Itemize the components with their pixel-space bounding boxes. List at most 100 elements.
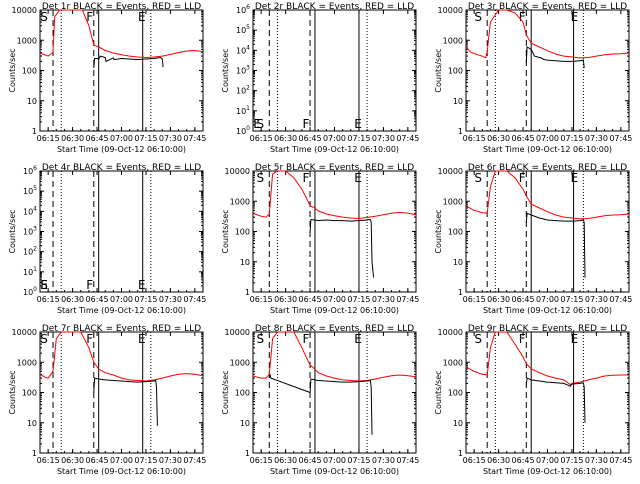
panel-3: Det 3r BLACK = Events, RED = LLD 1 10 100 10… <box>434 2 632 154</box>
x-tick-label: 06:45 <box>299 134 322 143</box>
x-tick-label: 06:15 <box>250 295 273 304</box>
x-tick-label: 06:15 <box>463 456 486 465</box>
marker-label: F <box>86 332 93 346</box>
series-events <box>93 377 158 426</box>
series-lld <box>465 331 629 386</box>
marker-label: E <box>138 278 146 292</box>
marker-label: F <box>519 10 526 24</box>
y-tick-label: 1 <box>458 127 463 136</box>
y-tick-label: 10000 <box>12 6 37 15</box>
x-tick-label: 07:15 <box>347 456 370 465</box>
y-tick-label: 100 <box>448 67 463 76</box>
marker-label: S <box>256 332 264 346</box>
x-tick-label: 06:45 <box>512 456 535 465</box>
y-tick-label: 1000 <box>17 358 37 367</box>
y-tick-label: 10000 <box>438 328 463 337</box>
x-tick-label: 07:15 <box>134 456 157 465</box>
series-lld <box>39 331 204 382</box>
x-tick-label: 07:30 <box>372 134 395 143</box>
x-tick-label: 07:00 <box>323 295 346 304</box>
x-tick-label: 06:45 <box>299 456 322 465</box>
marker-label: E <box>354 171 362 185</box>
x-tick-label: 07:00 <box>536 134 559 143</box>
y-tick-label: 1000 <box>443 197 463 206</box>
x-tick-label: 07:30 <box>372 295 395 304</box>
y-tick-label: 100 <box>235 228 250 237</box>
marker-label: S <box>474 171 482 185</box>
x-tick-label: 07:45 <box>183 295 206 304</box>
x-axis-label: Start Time (09-Oct-12 06:10:00) <box>483 145 612 154</box>
y-tick-label: 100 <box>448 389 463 398</box>
y-tick-label: 10 <box>27 97 37 106</box>
y-tick-label: 100 <box>448 228 463 237</box>
marker-label: E <box>354 117 362 131</box>
panel-2: Det 2r BLACK = Events, RED = LLD 100 101 10… <box>221 2 419 154</box>
x-tick-label: 07:00 <box>323 134 346 143</box>
panel-title: Det 2r BLACK = Events, RED = LLD <box>255 2 414 12</box>
y-tick-label: 100 <box>235 389 250 398</box>
panel-1: Det 1r BLACK = Events, RED = LLD 1 10 100 10… <box>8 2 206 154</box>
marker-label: S <box>256 117 264 131</box>
x-tick-label: 06:30 <box>487 295 510 304</box>
marker-label: S <box>474 332 482 346</box>
x-tick-label: 06:30 <box>487 456 510 465</box>
x-tick-label: 06:30 <box>274 295 297 304</box>
x-tick-label: 07:15 <box>134 295 157 304</box>
x-tick-label: 07:45 <box>396 456 419 465</box>
x-tick-label: 07:45 <box>609 134 632 143</box>
marker-label: E <box>571 171 579 185</box>
marker-label: F <box>519 171 526 185</box>
y-tick-label: 102 <box>236 85 250 96</box>
x-tick-label: 07:15 <box>347 134 370 143</box>
x-tick-label: 07:30 <box>159 295 182 304</box>
y-tick-label: 10 <box>27 419 37 428</box>
marker-label: F <box>86 10 93 24</box>
series-lld <box>39 9 204 59</box>
marker-label: S <box>40 278 48 292</box>
x-axis-label: Start Time (09-Oct-12 06:10:00) <box>483 306 612 315</box>
plot-frame <box>39 331 204 454</box>
y-tick-label: 1 <box>245 288 250 297</box>
y-tick-label: 10 <box>240 419 250 428</box>
corner-label: E <box>253 117 261 131</box>
x-axis-label: Start Time (09-Oct-12 06:10:00) <box>270 145 399 154</box>
y-tick-label: 100 <box>22 389 37 398</box>
panel-5: Det 5r BLACK = Events, RED = LLD 1 10 100 10… <box>221 163 419 315</box>
x-tick-label: 07:15 <box>134 134 157 143</box>
x-tick-label: 06:15 <box>250 456 273 465</box>
marker-label: S <box>474 10 482 24</box>
y-tick-label: 1000 <box>443 358 463 367</box>
y-tick-label: 100 <box>22 67 37 76</box>
x-tick-label: 06:15 <box>463 134 486 143</box>
y-tick-label: 101 <box>23 266 37 277</box>
y-tick-label: 1 <box>458 449 463 458</box>
series-lld <box>465 9 630 59</box>
y-tick-label: 10000 <box>225 328 250 337</box>
series-events <box>268 374 373 435</box>
x-axis-label: Start Time (09-Oct-12 06:10:00) <box>483 467 612 476</box>
x-tick-label: 07:45 <box>609 456 632 465</box>
marker-label: F <box>302 117 309 131</box>
y-tick-label: 1000 <box>230 358 250 367</box>
x-tick-label: 06:30 <box>61 134 84 143</box>
x-axis-label: Start Time (09-Oct-12 06:10:00) <box>270 467 399 476</box>
y-tick-label: 1 <box>245 449 250 458</box>
marker-label: E <box>354 332 362 346</box>
marker-label: E <box>571 332 579 346</box>
panel-title: Det 3r BLACK = Events, RED = LLD <box>468 2 627 12</box>
corner-label: E <box>40 278 48 292</box>
y-tick-label: 1000 <box>443 36 463 45</box>
plot-frame <box>39 170 204 293</box>
panel-title: Det 6r BLACK = Events, RED = LLD <box>468 163 627 173</box>
panel-4: Det 4r BLACK = Events, RED = LLD 100 101 10… <box>8 163 206 315</box>
x-tick-label: 06:45 <box>86 134 109 143</box>
x-tick-label: 06:15 <box>463 295 486 304</box>
series-events <box>525 212 586 278</box>
x-tick-label: 07:30 <box>585 456 608 465</box>
y-tick-label: 10000 <box>12 328 37 337</box>
x-tick-label: 07:30 <box>585 134 608 143</box>
y-axis-label: Counts/sec <box>8 209 17 253</box>
y-axis-label: Counts/sec <box>221 48 230 92</box>
